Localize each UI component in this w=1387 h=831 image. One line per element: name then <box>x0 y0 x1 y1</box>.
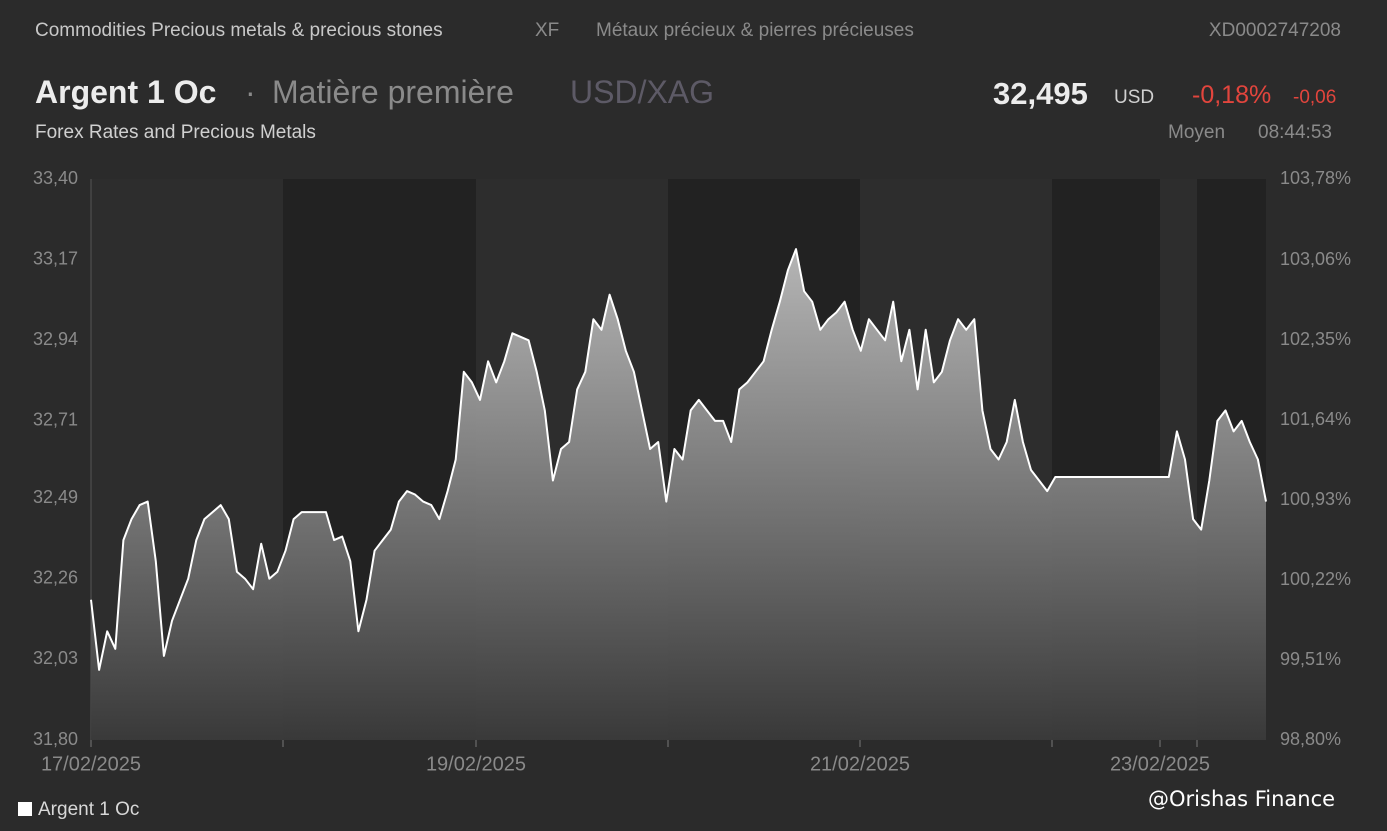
y-tick-label: 32,03 <box>33 648 78 668</box>
y2-tick-label: 100,93% <box>1280 489 1351 509</box>
y-tick-label: 31,80 <box>33 729 78 749</box>
isin: XD0002747208 <box>1208 20 1341 41</box>
legend-swatch <box>18 802 32 816</box>
time: 08:44:53 <box>1258 122 1332 143</box>
instrument-kind: Matière première <box>272 74 514 110</box>
y-tick-label: 33,17 <box>33 248 78 268</box>
x-tick-label: 19/02/2025 <box>426 753 526 775</box>
price-type: Moyen <box>1168 122 1226 143</box>
y2-tick-label: 103,78% <box>1280 168 1351 188</box>
y-tick-label: 33,40 <box>33 168 78 188</box>
category: Commodities Precious metals & precious s… <box>35 20 443 41</box>
y2-tick-label: 99,51% <box>1280 649 1341 669</box>
source: Forex Rates and Precious Metals <box>35 122 316 143</box>
x-tick-label: 23/02/2025 <box>1110 753 1210 775</box>
y2-tick-label: 100,22% <box>1280 569 1351 589</box>
price-line <box>90 248 1267 671</box>
legend: Argent 1 Oc <box>18 799 139 821</box>
watermark: @Orishas Finance <box>1148 787 1336 811</box>
y-tick-label: 32,71 <box>33 410 78 430</box>
y2-tick-label: 98,80% <box>1280 729 1341 749</box>
category-fr: Métaux précieux & pierres précieuses <box>596 20 914 41</box>
currency: USD <box>1114 87 1155 108</box>
y-tick-label: 32,26 <box>33 567 78 587</box>
y-tick-label: 32,49 <box>33 487 78 507</box>
y2-tick-label: 103,06% <box>1280 249 1351 269</box>
pair: USD/XAG <box>570 74 715 110</box>
instrument-name: Argent 1 Oc <box>35 74 217 110</box>
separator: · <box>245 74 256 110</box>
y2-tick-label: 102,35% <box>1280 329 1351 349</box>
change-abs: -0,06 <box>1293 87 1337 108</box>
x-tick-label: 17/02/2025 <box>41 753 141 775</box>
area-fill <box>91 249 1266 740</box>
exchange: XF <box>535 20 560 41</box>
y-tick-label: 32,94 <box>33 329 78 349</box>
y2-tick-label: 101,64% <box>1280 409 1351 429</box>
legend-label: Argent 1 Oc <box>38 799 140 820</box>
price: 32,495 <box>993 76 1088 111</box>
change-pct: -0,18% <box>1192 81 1272 109</box>
x-tick-label: 21/02/2025 <box>810 753 910 775</box>
